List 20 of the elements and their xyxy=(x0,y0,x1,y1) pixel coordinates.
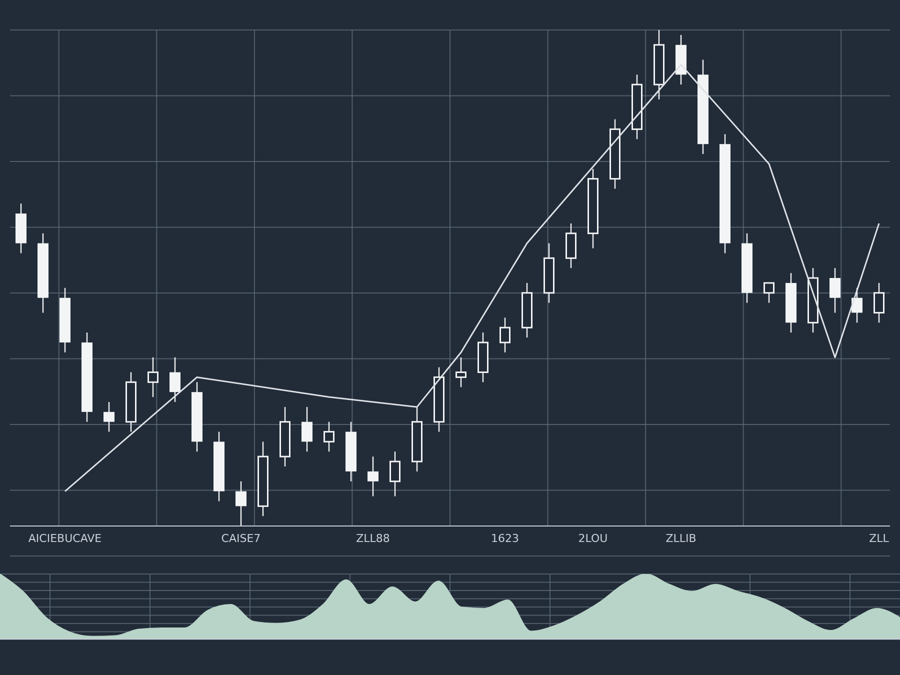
x-tick-label: CAISE7 xyxy=(221,532,261,545)
candlestick xyxy=(236,480,246,526)
candlestick xyxy=(874,282,884,324)
candlestick xyxy=(500,317,510,353)
candlestick xyxy=(830,267,840,314)
candlestick xyxy=(324,421,334,452)
candlestick xyxy=(390,451,400,497)
candlestick xyxy=(104,401,114,432)
x-tick-label: ZLL88 xyxy=(356,532,390,545)
x-tick-label: AICIEBUCAVE xyxy=(28,532,102,545)
candlestick xyxy=(456,356,466,388)
x-tick-label: ZLL xyxy=(869,532,890,545)
x-tick-label: ZLLIB xyxy=(666,532,696,545)
x-tick-label: 1623 xyxy=(491,532,519,545)
candlestick xyxy=(302,406,312,452)
candlestick xyxy=(764,282,774,304)
candlestick xyxy=(368,456,378,497)
candlestick xyxy=(170,356,180,403)
x-tick-label: 2LOU xyxy=(578,532,608,545)
candlestick xyxy=(148,356,158,398)
